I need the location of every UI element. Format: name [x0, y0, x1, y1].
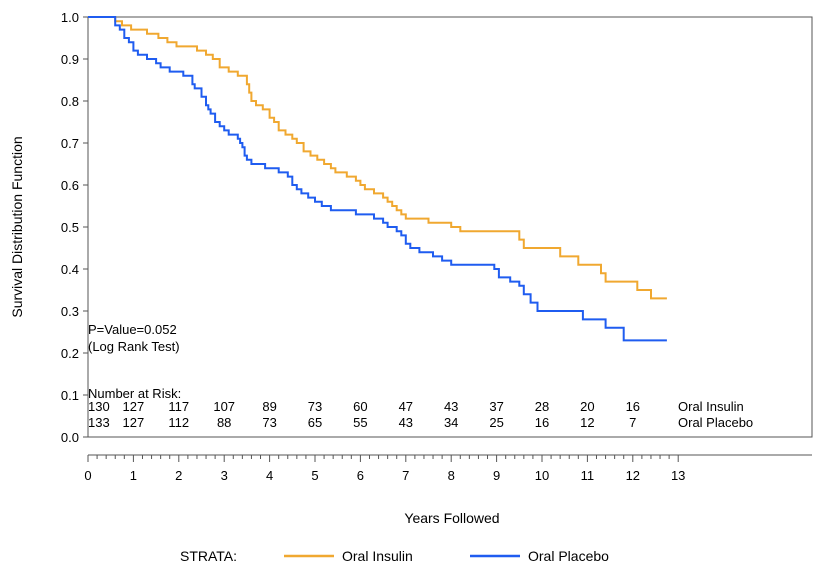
- y-tick-label: 0.8: [61, 94, 79, 109]
- risk-value: 55: [353, 415, 367, 430]
- risk-value: 130: [88, 399, 110, 414]
- x-tick-label: 1: [130, 468, 137, 483]
- survival-curve-oral-insulin: [88, 16, 667, 300]
- risk-value: 37: [489, 399, 503, 414]
- x-tick-label: 7: [402, 468, 409, 483]
- risk-value: 47: [399, 399, 413, 414]
- risk-value: 127: [123, 415, 145, 430]
- x-tick-label: 8: [448, 468, 455, 483]
- risk-value: 25: [489, 415, 503, 430]
- risk-value: 43: [399, 415, 413, 430]
- risk-value: 12: [580, 415, 594, 430]
- x-axis-label: Years Followed: [404, 510, 499, 526]
- risk-value: 34: [444, 415, 458, 430]
- risk-table-title: Number at Risk:: [88, 386, 181, 401]
- test-name-text: (Log Rank Test): [88, 339, 180, 354]
- risk-value: 65: [308, 415, 322, 430]
- y-tick-label: 0.2: [61, 346, 79, 361]
- risk-value: 16: [626, 399, 640, 414]
- legend-label-oral-placebo: Oral Placebo: [528, 548, 609, 564]
- y-tick-label: 0.1: [61, 388, 79, 403]
- risk-value: 28: [535, 399, 549, 414]
- risk-row-label: Oral Placebo: [678, 415, 753, 430]
- risk-value: 107: [213, 399, 235, 414]
- y-tick-label: 1.0: [61, 10, 79, 25]
- y-tick-label: 0.6: [61, 178, 79, 193]
- pvalue-text: P=Value=0.052: [88, 322, 177, 337]
- x-tick-label: 0: [84, 468, 91, 483]
- survival-curve-oral-placebo: [88, 16, 667, 342]
- x-tick-label: 11: [581, 468, 595, 483]
- legend-title: STRATA:: [180, 548, 237, 564]
- y-axis-label: Survival Distribution Function: [9, 136, 25, 317]
- x-tick-label: 13: [671, 468, 685, 483]
- risk-value: 20: [580, 399, 594, 414]
- risk-row-label: Oral Insulin: [678, 399, 744, 414]
- y-tick-label: 0.7: [61, 136, 79, 151]
- x-tick-label: 3: [221, 468, 228, 483]
- legend: STRATA: Oral Insulin Oral Placebo: [180, 548, 609, 564]
- y-tick-label: 0.9: [61, 52, 79, 67]
- risk-value: 7: [629, 415, 636, 430]
- y-tick-label: 0.0: [61, 430, 79, 445]
- risk-value: 43: [444, 399, 458, 414]
- risk-value: 133: [88, 415, 110, 430]
- y-tick-label: 0.3: [61, 304, 79, 319]
- risk-value: 60: [353, 399, 367, 414]
- legend-label-oral-insulin: Oral Insulin: [342, 548, 413, 564]
- x-tick-label: 5: [311, 468, 318, 483]
- x-tick-label: 4: [266, 468, 273, 483]
- x-tick-label: 10: [535, 468, 549, 483]
- risk-value: 117: [168, 399, 189, 414]
- risk-value: 112: [168, 415, 189, 430]
- y-tick-label: 0.5: [61, 220, 79, 235]
- x-tick-label: 6: [357, 468, 364, 483]
- survival-curves: [88, 16, 667, 342]
- risk-table: Number at Risk: 130 127 117 107 89 73 60 47 43 37…: [88, 386, 753, 430]
- x-tick-label: 12: [626, 468, 640, 483]
- x-tick-label: 9: [493, 468, 500, 483]
- annotations: P=Value=0.052 (Log Rank Test): [88, 322, 180, 354]
- risk-value: 73: [262, 415, 276, 430]
- risk-value: 89: [262, 399, 276, 414]
- risk-value: 73: [308, 399, 322, 414]
- risk-value: 88: [217, 415, 231, 430]
- plot-frame: [87, 16, 813, 438]
- y-tick-label: 0.4: [61, 262, 79, 277]
- x-tick-label: 2: [175, 468, 182, 483]
- axes: 0.00.10.20.30.40.50.60.70.80.91.00 1 2 3 4 5 6…: [61, 10, 813, 483]
- risk-value: 16: [535, 415, 549, 430]
- risk-value: 127: [123, 399, 145, 414]
